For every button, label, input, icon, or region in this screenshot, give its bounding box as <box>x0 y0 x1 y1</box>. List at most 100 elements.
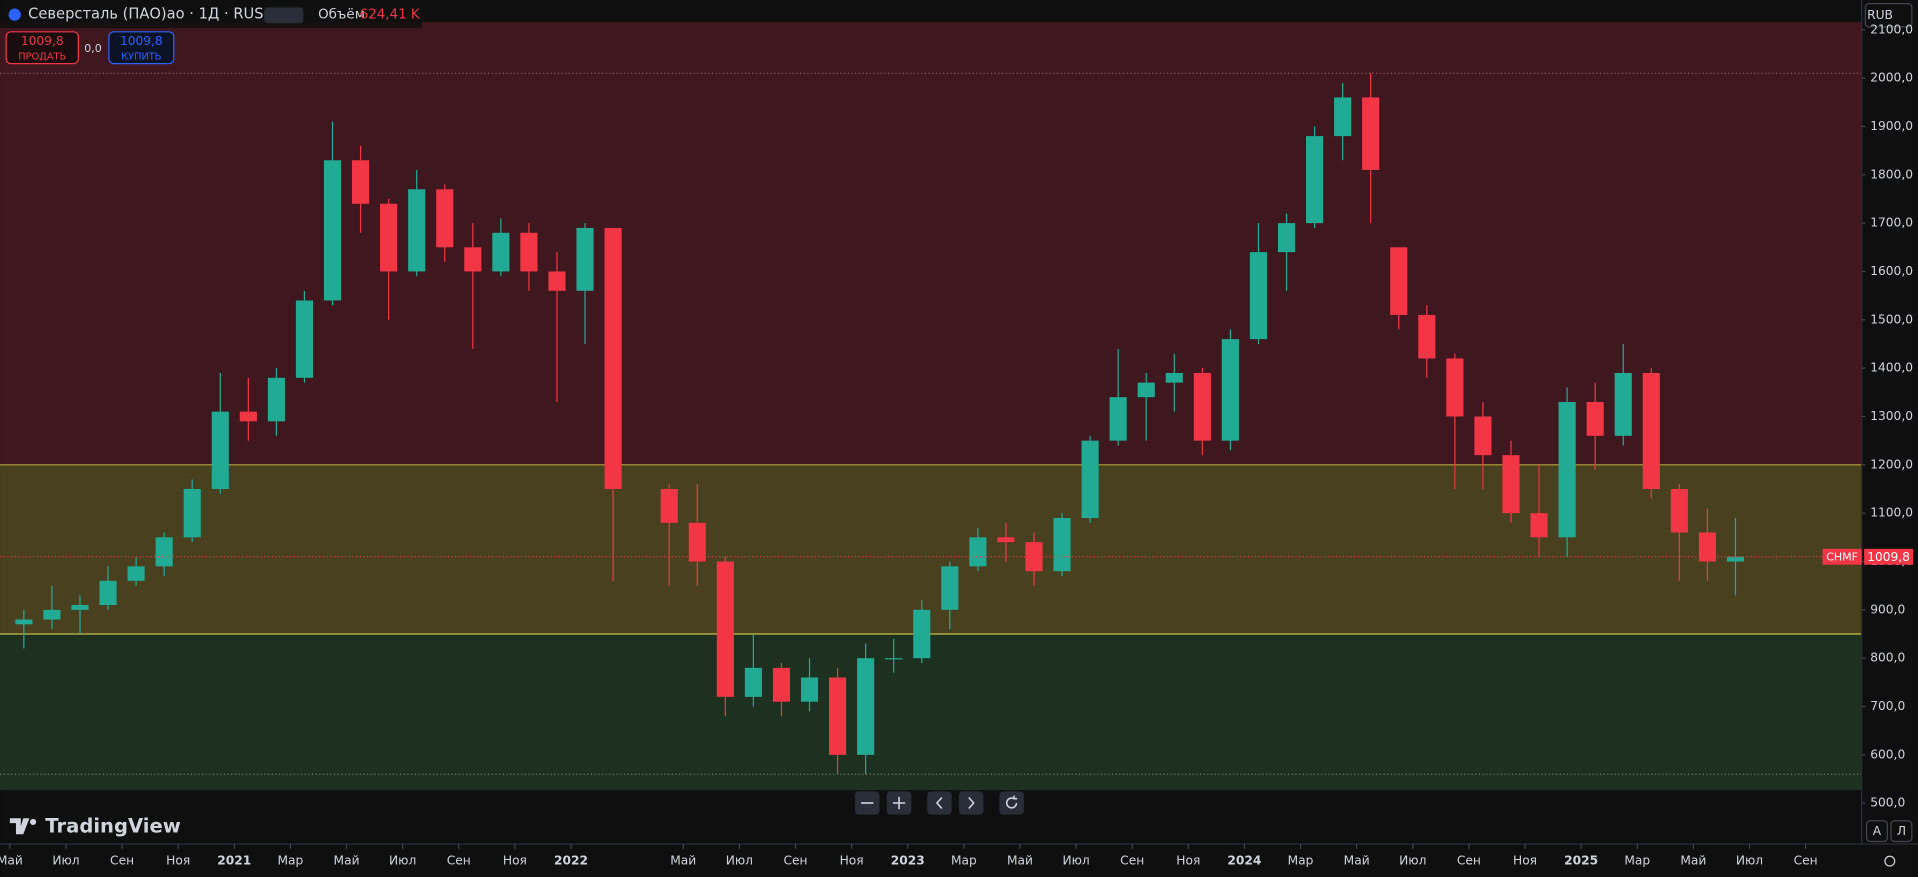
candle-body <box>1530 513 1548 538</box>
symbol-title[interactable]: Северсталь (ПАО)ао · 1Д · RUS <box>28 6 263 23</box>
candle-body <box>1025 542 1043 572</box>
candle-body <box>604 227 622 489</box>
x-tick-label: Май <box>334 854 360 868</box>
candle-body <box>1614 372 1632 436</box>
candle-body <box>1109 397 1127 441</box>
candle-body <box>1053 517 1071 572</box>
brand-logo <box>9 818 30 835</box>
sell-price: 1009,8 <box>21 34 64 48</box>
reset[interactable] <box>999 791 1024 815</box>
zone-band <box>0 634 1862 791</box>
x-tick-label: Сен <box>447 854 471 868</box>
auto-scale-button[interactable] <box>1865 820 1888 843</box>
candle-body <box>969 537 987 567</box>
x-tick-label: Сен <box>1457 854 1481 868</box>
y-tick-label: 2100,0 <box>1870 22 1913 36</box>
candle-body <box>772 667 791 702</box>
y-tick-label: 500,0 <box>1870 796 1905 810</box>
candle-body <box>1586 401 1604 436</box>
y-tick-label: 2000,0 <box>1870 71 1913 85</box>
candle-body <box>408 189 426 272</box>
x-tick-label: Июл <box>52 854 79 868</box>
candle-body <box>492 232 510 272</box>
candle-body <box>1698 532 1716 562</box>
candle-body <box>71 605 89 610</box>
x-tick-label: Май <box>0 854 23 868</box>
buy-price: 1009,8 <box>120 34 163 48</box>
buy-label: КУПИТЬ <box>121 51 161 62</box>
y-tick-label: 1600,0 <box>1870 264 1913 278</box>
y-tick-label: 1500,0 <box>1870 312 1913 326</box>
indicator-toggle[interactable] <box>264 7 304 24</box>
x-tick-label: Июл <box>726 854 753 868</box>
candle-body <box>1726 556 1745 562</box>
y-tick-label: 700,0 <box>1870 699 1905 713</box>
candle-body <box>1137 382 1155 398</box>
x-tick-label: Сен <box>110 854 134 868</box>
x-tick-label: Ноя <box>166 854 190 868</box>
x-tick-label: Ноя <box>1176 854 1200 868</box>
ticker-tag-label: CHMF <box>1826 550 1858 563</box>
candle-body <box>352 160 370 204</box>
y-tick-label: 1300,0 <box>1870 409 1913 423</box>
candle-body <box>380 203 398 272</box>
icon <box>1005 795 1018 809</box>
zone-band <box>0 22 1862 465</box>
candle-body <box>829 677 847 755</box>
brand: TradingView <box>45 814 181 837</box>
candle-body <box>1642 372 1660 489</box>
icon <box>892 796 906 810</box>
candle-body <box>913 609 931 659</box>
y-tick-label: 600,0 <box>1870 747 1905 761</box>
candle-body <box>295 300 314 378</box>
zone-band <box>0 464 1862 635</box>
x-tick-label: Мар <box>1288 854 1314 868</box>
candle-body <box>99 580 117 606</box>
x-tick-label: Мар <box>951 854 977 868</box>
y-tick-label: 1800,0 <box>1870 167 1913 181</box>
log-scale-button[interactable] <box>1890 820 1913 843</box>
spread: 0,0 <box>84 42 102 55</box>
candle-body <box>997 537 1015 543</box>
header-bg <box>0 0 423 29</box>
sell-button[interactable] <box>5 31 79 65</box>
icon <box>935 796 943 810</box>
x-tick-label: 2025 <box>1564 854 1598 868</box>
x-tick-label: Сен <box>783 854 807 868</box>
x-tick-label: Май <box>1344 854 1370 868</box>
currency-button[interactable] <box>1864 3 1913 28</box>
volume-label: Объём <box>318 7 365 23</box>
candle-body <box>211 411 229 489</box>
y-tick-label: 800,0 <box>1870 651 1905 665</box>
candle-body <box>1502 455 1520 514</box>
ticker-tag <box>1822 548 1862 565</box>
y-tick-label: 1400,0 <box>1870 361 1913 375</box>
candle-body <box>857 658 875 755</box>
buy-button[interactable] <box>108 31 175 65</box>
settings-icon[interactable] <box>1884 855 1896 867</box>
candle-body <box>660 488 678 523</box>
candle-body <box>744 667 762 697</box>
x-tick-label: Сен <box>1794 854 1818 868</box>
brand-logo-dot <box>30 818 37 826</box>
candle-body <box>1418 314 1436 359</box>
candle-body <box>688 522 706 562</box>
candle-body <box>1558 401 1576 538</box>
x-tick-label: Май <box>670 854 696 868</box>
scroll-left[interactable] <box>927 791 952 815</box>
candle-body <box>520 232 538 272</box>
y-tick-label: 1900,0 <box>1870 119 1913 133</box>
x-tick-label: Май <box>1680 854 1706 868</box>
candle-body <box>1474 416 1492 456</box>
candle-body <box>1390 247 1408 315</box>
x-tick-label: 2024 <box>1227 854 1261 868</box>
candle-body <box>1670 488 1688 533</box>
candle-body <box>464 247 482 272</box>
scroll-right[interactable] <box>959 791 984 815</box>
candle-body <box>323 160 342 301</box>
log-scale-label: Л <box>1897 824 1906 838</box>
candle-body <box>941 566 959 610</box>
candle-body <box>1193 372 1211 441</box>
candle-body <box>1221 339 1239 441</box>
